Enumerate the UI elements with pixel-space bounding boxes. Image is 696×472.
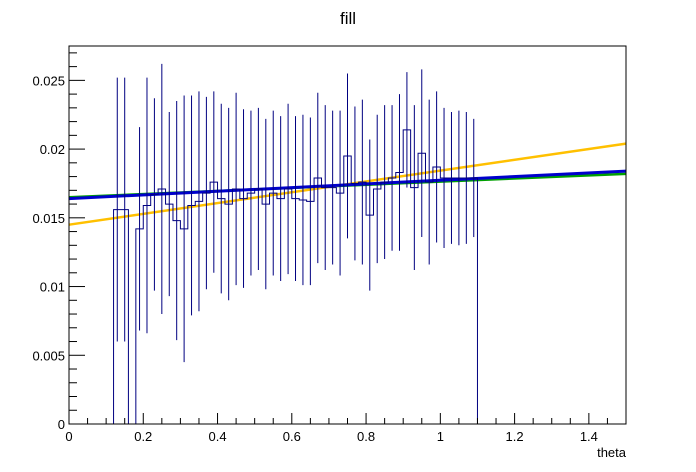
x-tick-label: 0.2: [134, 429, 152, 444]
histogram: [113, 63, 478, 425]
y-tick-label: 0.025: [32, 73, 65, 88]
x-tick-label: 1.2: [506, 429, 524, 444]
y-axis: 0 0.005 0.01 0.015 0.02 0.025: [32, 52, 85, 432]
x-axis: 0 0.2 0.4 0.6 0.8 1 1.2 1.4: [65, 413, 627, 444]
y-tick-label: 0.015: [32, 211, 65, 226]
x-tick-label: 0.4: [208, 429, 226, 444]
x-tick-label: 0.8: [357, 429, 375, 444]
x-tick-label: 0.6: [283, 429, 301, 444]
y-tick-label: 0.01: [40, 280, 65, 295]
y-tick-label: 0.005: [32, 348, 65, 363]
y-tick-label: 0: [58, 417, 65, 432]
x-tick-label: 0: [65, 429, 72, 444]
x-tick-label: 1: [437, 429, 444, 444]
x-tick-label: 1.4: [580, 429, 598, 444]
chart-title: fill: [340, 9, 356, 28]
y-tick-label: 0.02: [40, 142, 65, 157]
x-axis-title: theta: [597, 445, 627, 460]
